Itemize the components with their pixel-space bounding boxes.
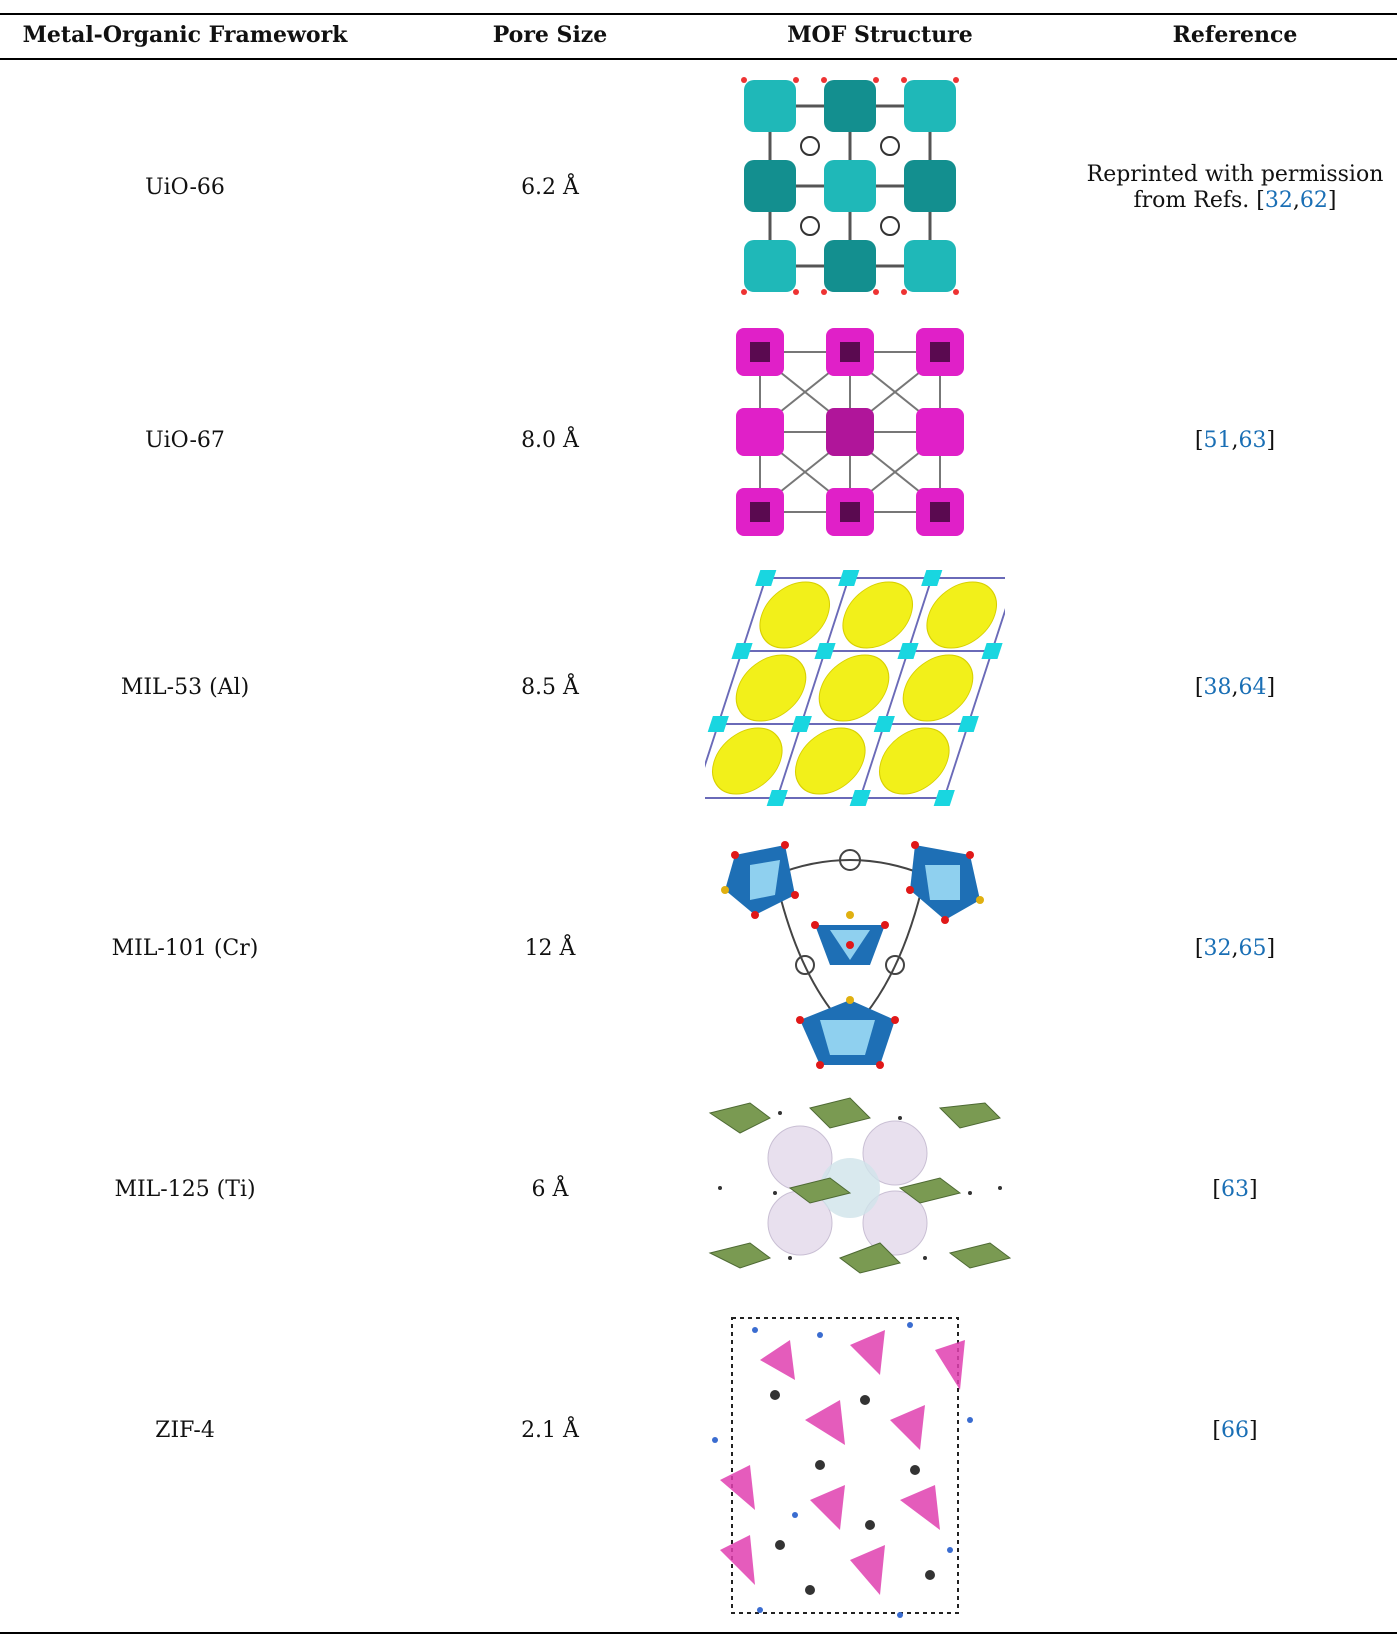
- pore-size: 6 Å: [531, 1177, 569, 1202]
- uio-67-structure-icon: [720, 312, 980, 552]
- reference-cell: [63]: [1212, 1177, 1258, 1202]
- table-bottom-rule: [0, 1632, 1397, 1634]
- uio-66-structure-icon: [730, 66, 970, 306]
- reference-link[interactable]: 32: [1264, 188, 1293, 213]
- reference-link[interactable]: 38: [1203, 675, 1232, 700]
- header-pore-size: Pore Size: [492, 22, 608, 48]
- reference-cell: [32,65]: [1194, 936, 1276, 961]
- reference-text-line2: from Refs. [32,62]: [1133, 188, 1337, 213]
- pore-size: 8.5 Å: [521, 675, 579, 700]
- reference-link[interactable]: 66: [1221, 1418, 1249, 1443]
- mof-name: MIL-101 (Cr): [111, 936, 259, 961]
- mof-name: MIL-53 (Al): [120, 675, 250, 700]
- pore-size: 8.0 Å: [521, 428, 579, 453]
- reference-link[interactable]: 51: [1203, 428, 1232, 453]
- reference-cell: Reprinted with permission from Refs. [32…: [1085, 162, 1385, 214]
- reference-link[interactable]: 65: [1238, 936, 1267, 961]
- table-header-rule: [0, 58, 1397, 60]
- reference-link[interactable]: 62: [1299, 188, 1328, 213]
- mof-name: UiO-67: [145, 428, 225, 453]
- mil-53-structure-icon: [705, 568, 1005, 808]
- zif-4-structure-icon: [700, 1300, 990, 1630]
- header-mof: Metal-Organic Framework: [22, 22, 348, 48]
- pore-size: 12 Å: [524, 936, 576, 961]
- reference-text-line1: Reprinted with permission: [1086, 162, 1384, 187]
- pore-size: 6.2 Å: [521, 175, 579, 200]
- reference-link[interactable]: 63: [1238, 428, 1267, 453]
- reference-cell: [51,63]: [1194, 428, 1276, 453]
- reference-cell: [38,64]: [1194, 675, 1276, 700]
- mof-name: UiO-66: [145, 175, 225, 200]
- mof-name: MIL-125 (Ti): [114, 1177, 256, 1202]
- table-top-rule: [0, 13, 1397, 15]
- reference-link[interactable]: 32: [1203, 936, 1232, 961]
- pore-size: 2.1 Å: [521, 1418, 579, 1443]
- reference-link[interactable]: 63: [1221, 1177, 1249, 1202]
- mil-101-structure-icon: [705, 815, 995, 1075]
- mil-125-structure-icon: [700, 1093, 1020, 1283]
- header-reference: Reference: [1172, 22, 1298, 48]
- header-structure: MOF Structure: [787, 22, 973, 48]
- mof-name: ZIF-4: [155, 1418, 215, 1443]
- reference-link[interactable]: 64: [1238, 675, 1267, 700]
- reference-cell: [66]: [1212, 1418, 1258, 1443]
